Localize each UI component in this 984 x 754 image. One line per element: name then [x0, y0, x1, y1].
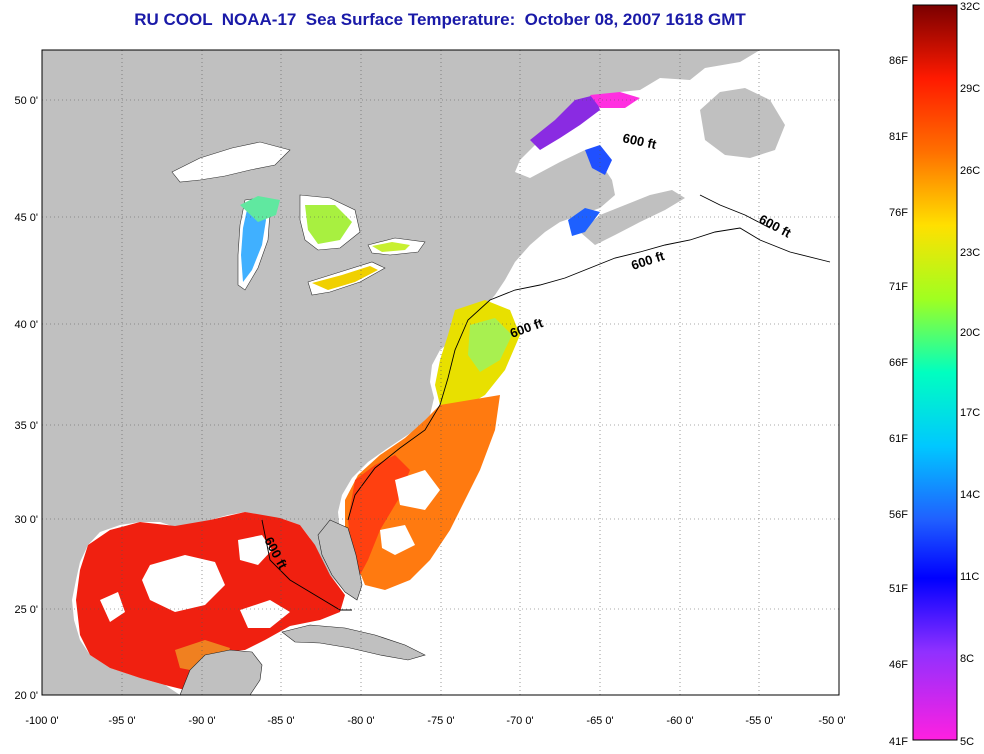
florida: [317, 519, 363, 601]
lat-label-20: 20 0': [14, 690, 38, 702]
lon-label-55: -55 0': [745, 715, 772, 727]
mid-atlantic-cool-sst: [468, 318, 512, 372]
northumberland-sst: [585, 145, 612, 175]
gulf-cloud-1: [142, 555, 225, 612]
land-newfoundland: [700, 88, 785, 158]
cb-f-9: 41F: [889, 736, 908, 748]
gulf-cloud-2: [238, 535, 272, 565]
lon-label-65: -65 0': [586, 715, 613, 727]
atlantic-cloud-2: [380, 525, 415, 555]
lat-label-25: 25 0': [14, 604, 38, 616]
st-lawrence-sst: [530, 95, 600, 150]
isobath-600ft: [261, 194, 831, 611]
atlantic-cloud-1: [395, 470, 440, 510]
lake-michigan-sst: [241, 204, 266, 282]
lat-label-30: 30 0': [14, 514, 38, 526]
lake-superior-sst: [240, 196, 280, 222]
land-cuba-overlay: [281, 624, 426, 661]
cb-c-9: 5C: [960, 736, 974, 748]
contour-label-1: 600 ft: [621, 130, 658, 152]
cb-f-7: 51F: [889, 583, 908, 595]
lon-label-50: -50 0': [818, 715, 845, 727]
lon-label-80: -80 0': [347, 715, 374, 727]
lon-label-75: -75 0': [427, 715, 454, 727]
land-nova-scotia: [580, 190, 685, 245]
lon-label-60: -60 0': [666, 715, 693, 727]
colorbar-celsius-labels: 32C 29C 26C 23C 20C 17C 14C 11C 8C 5C: [960, 1, 980, 748]
lake-ontario-sst: [372, 242, 410, 252]
cb-c-7: 11C: [960, 571, 979, 583]
map-title: RU COOL NOAA-17 Sea Surface Temperature:…: [134, 10, 746, 29]
graticule: [42, 50, 839, 695]
lat-labels: 50 0' 45 0' 40 0' 35 0' 30 0' 25 0' 20 0…: [14, 95, 38, 702]
lon-label-85: -85 0': [267, 715, 294, 727]
cb-c-4: 20C: [960, 327, 980, 339]
cb-f-6: 56F: [889, 509, 908, 521]
lon-label-100: -100 0': [25, 715, 58, 727]
gulf-cloud-4: [100, 592, 125, 622]
lat-label-40: 40 0': [14, 319, 38, 331]
lon-label-70: -70 0': [506, 715, 533, 727]
colorbar: [912, 4, 958, 741]
cb-f-0: 86F: [889, 55, 908, 67]
lat-label-35: 35 0': [14, 420, 38, 432]
cb-f-3: 71F: [889, 281, 908, 293]
cb-f-5: 61F: [889, 433, 908, 445]
lon-labels: -100 0' -95 0' -90 0' -85 0' -80 0' -75 …: [25, 715, 845, 727]
land-yucatan-overlay: [179, 649, 263, 695]
gulf-cloud-3: [240, 600, 290, 628]
cb-c-3: 23C: [960, 247, 980, 259]
lon-label-90: -90 0': [188, 715, 215, 727]
cb-f-1: 81F: [889, 131, 908, 143]
cb-c-8: 8C: [960, 653, 974, 665]
lat-label-50: 50 0': [14, 95, 38, 107]
cb-f-8: 46F: [889, 659, 908, 671]
cb-f-4: 66F: [889, 357, 908, 369]
cb-c-1: 29C: [960, 83, 980, 95]
lake-erie-sst: [312, 266, 378, 290]
lon-label-95: -95 0': [108, 715, 135, 727]
bay-of-fundy-sst: [568, 208, 600, 236]
cb-f-2: 76F: [889, 207, 908, 219]
cb-c-2: 26C: [960, 165, 980, 177]
lat-label-45: 45 0': [14, 212, 38, 224]
cb-c-6: 14C: [960, 489, 980, 501]
cb-c-0: 32C: [960, 1, 980, 13]
lake-superior: [171, 141, 291, 183]
cb-c-5: 17C: [960, 407, 980, 419]
gulf-stream-sst: [348, 455, 410, 575]
lake-huron-sst: [305, 205, 352, 244]
plot-frame: [41, 49, 840, 696]
colorbar-fahrenheit-labels: 86F 81F 76F 71F 66F 61F 56F 51F 46F 41F: [889, 55, 908, 748]
gulf-of-mexico-sst: [76, 512, 345, 690]
